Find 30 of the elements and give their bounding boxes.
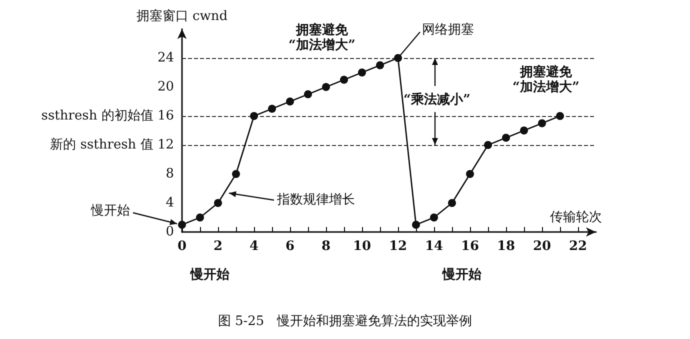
annotation: 拥塞避免 “加法增大” xyxy=(288,22,356,53)
y-tick-label: 8 xyxy=(166,166,174,182)
y-axis-title: 拥塞窗口 cwnd xyxy=(136,8,228,24)
annotation: 拥塞避免 “加法增大” xyxy=(512,64,580,95)
x-tick-label: 6 xyxy=(285,239,295,254)
y-tick-label: 24 xyxy=(157,50,174,66)
x-tick-label: 12 xyxy=(388,239,408,254)
y-tick-label: 0 xyxy=(166,224,174,240)
x-axis-title: 传输轮次 xyxy=(550,210,602,225)
x-tick-label: 10 xyxy=(352,239,372,254)
x-tick-label: 8 xyxy=(321,239,331,254)
text: 慢开始 xyxy=(442,268,482,282)
text: 图 5-25 慢开始和拥塞避免算法的实现举例 xyxy=(218,313,472,329)
annotation: 网络拥塞 xyxy=(422,22,474,38)
x-tick-label: 18 xyxy=(496,239,516,254)
x-tick-label: 2 xyxy=(213,239,223,254)
x-tick-label: 16 xyxy=(460,239,480,254)
annotation: 慢开始 xyxy=(90,203,130,218)
annotation: “乘法减小” xyxy=(404,92,470,108)
y-tick-label: 新的 ssthresh 值 12 xyxy=(50,138,174,152)
y-tick-label: 4 xyxy=(166,196,174,210)
x-tick-label: 20 xyxy=(532,239,552,254)
x-tick-label: 22 xyxy=(568,239,588,254)
text: 慢开始 xyxy=(190,268,230,282)
y-tick-label: ssthresh 的初始值 16 xyxy=(41,108,174,124)
x-tick-label: 14 xyxy=(424,239,444,254)
x-tick-label: 0 xyxy=(177,239,187,254)
x-tick-label: 4 xyxy=(249,239,259,254)
y-tick-label: 20 xyxy=(157,80,174,94)
annotation: 指数规律增长 xyxy=(276,192,355,208)
